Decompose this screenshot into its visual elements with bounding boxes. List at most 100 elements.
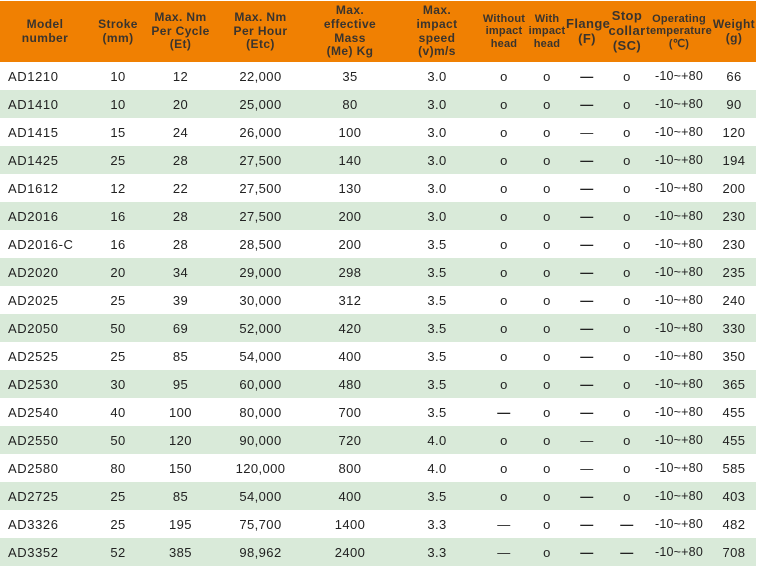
cell-max_nm_hour: 75,700: [215, 510, 306, 538]
table-row: AD2025 25 39 30,000 312 3.5 o o — o -10~+80 240: [0, 286, 756, 314]
model-number-cell: AD2020: [0, 258, 90, 286]
cell-with_head: o: [528, 62, 566, 90]
cell-max_speed: 3.0: [394, 62, 480, 90]
cell-max_mass: 130: [306, 174, 394, 202]
cell-max_speed: 3.5: [394, 398, 480, 426]
cell-stroke: 50: [90, 314, 146, 342]
cell-max_mass: 1400: [306, 510, 394, 538]
cell-max_nm_hour: 60,000: [215, 370, 306, 398]
cell-with_head: o: [528, 146, 566, 174]
cell-max_mass: 800: [306, 454, 394, 482]
cell-weight: 230: [712, 230, 756, 258]
cell-without_head: o: [480, 482, 528, 510]
table-row: AD2016 16 28 27,500 200 3.0 o o — o -10~+80 230: [0, 202, 756, 230]
cell-flange: —: [566, 426, 608, 454]
cell-max_speed: 3.0: [394, 202, 480, 230]
cell-weight: 194: [712, 146, 756, 174]
table-row: AD3326 25 195 75,700 1400 3.3— o — — -10~+80 482: [0, 510, 756, 538]
column-header-with_head: With impact head: [528, 1, 566, 62]
cell-max_nm_cycle: 22: [146, 174, 215, 202]
table-row: AD1410 10 20 25,000 80 3.0 o o — o -10~+80 90: [0, 90, 756, 118]
cell-stroke: 25: [90, 146, 146, 174]
cell-max_speed: 3.3: [394, 510, 480, 538]
cell-without_head: o: [480, 90, 528, 118]
cell-with_head: o: [528, 118, 566, 146]
cell-max_nm_hour: 22,000: [215, 62, 306, 90]
cell-flange: —: [566, 202, 608, 230]
cell-max_nm_cycle: 195: [146, 510, 215, 538]
model-number-cell: AD3352: [0, 538, 90, 566]
cell-without_head: o: [480, 202, 528, 230]
cell-stop_collar: o: [608, 370, 646, 398]
cell-weight: 455: [712, 426, 756, 454]
cell-with_head: o: [528, 230, 566, 258]
cell-temp: -10~+80: [646, 454, 712, 482]
cell-stop_collar: o: [608, 398, 646, 426]
cell-weight: 365: [712, 370, 756, 398]
cell-stroke: 16: [90, 202, 146, 230]
cell-without_head: o: [480, 146, 528, 174]
cell-stroke: 25: [90, 482, 146, 510]
cell-temp: -10~+80: [646, 230, 712, 258]
cell-max_nm_hour: 27,500: [215, 174, 306, 202]
table-row: AD2016-C 16 28 28,500 200 3.5 o o — o -10~+80 230: [0, 230, 756, 258]
cell-stop_collar: —: [608, 538, 646, 566]
table-row: AD1425 25 28 27,500 140 3.0 o o — o -10~+80 194: [0, 146, 756, 174]
cell-without_head: o: [480, 62, 528, 90]
model-number-cell: AD2525: [0, 342, 90, 370]
table-row: AD1415 15 24 26,000 100 3.0 o o — o -10~+80 120: [0, 118, 756, 146]
cell-flange: —: [566, 398, 608, 426]
cell-stroke: 80: [90, 454, 146, 482]
cell-with_head: o: [528, 286, 566, 314]
column-header-max_speed: Max. impact speed (v)m/s: [394, 1, 480, 62]
model-number-cell: AD2725: [0, 482, 90, 510]
model-number-cell: AD2016-C: [0, 230, 90, 258]
cell-weight: 708: [712, 538, 756, 566]
cell-temp: -10~+80: [646, 202, 712, 230]
cell-max_nm_cycle: 150: [146, 454, 215, 482]
cell-max_speed: 3.5: [394, 370, 480, 398]
cell-with_head: o: [528, 314, 566, 342]
cell-without_head: o: [480, 426, 528, 454]
cell-flange: —: [566, 258, 608, 286]
cell-weight: 230: [712, 202, 756, 230]
cell-max_nm_hour: 80,000: [215, 398, 306, 426]
cell-with_head: o: [528, 454, 566, 482]
cell-max_speed: 3.0: [394, 174, 480, 202]
table-row: AD2580 80 150 120,000 800 4.0 o o — o -10~+80 585: [0, 454, 756, 482]
cell-max_mass: 200: [306, 230, 394, 258]
cell-without_head: o: [480, 454, 528, 482]
cell-temp: -10~+80: [646, 174, 712, 202]
cell-with_head: o: [528, 510, 566, 538]
cell-max_nm_hour: 90,000: [215, 426, 306, 454]
model-number-cell: AD1612: [0, 174, 90, 202]
cell-flange: —: [566, 454, 608, 482]
cell-stroke: 52: [90, 538, 146, 566]
cell-max_mass: 80: [306, 90, 394, 118]
cell-max_nm_cycle: 34: [146, 258, 215, 286]
cell-flange: —: [566, 482, 608, 510]
cell-with_head: o: [528, 174, 566, 202]
cell-max_speed: 3.3: [394, 538, 480, 566]
cell-without_head: o: [480, 314, 528, 342]
cell-max_nm_cycle: 385: [146, 538, 215, 566]
cell-temp: -10~+80: [646, 90, 712, 118]
model-number-cell: AD2530: [0, 370, 90, 398]
cell-flange: —: [566, 90, 608, 118]
cell-max_speed: 3.5: [394, 286, 480, 314]
cell-temp: -10~+80: [646, 398, 712, 426]
cell-without_head: o: [480, 174, 528, 202]
model-number-cell: AD1210: [0, 62, 90, 90]
cell-temp: -10~+80: [646, 258, 712, 286]
cell-flange: —: [566, 62, 608, 90]
cell-max_nm_cycle: 28: [146, 202, 215, 230]
cell-max_mass: 100: [306, 118, 394, 146]
cell-stroke: 25: [90, 286, 146, 314]
cell-with_head: o: [528, 482, 566, 510]
cell-stop_collar: o: [608, 342, 646, 370]
column-header-temp: Operating temperature (℃): [646, 1, 712, 62]
cell-stop_collar: o: [608, 314, 646, 342]
cell-flange: —: [566, 146, 608, 174]
cell-flange: —: [566, 510, 608, 538]
cell-max_mass: 200: [306, 202, 394, 230]
